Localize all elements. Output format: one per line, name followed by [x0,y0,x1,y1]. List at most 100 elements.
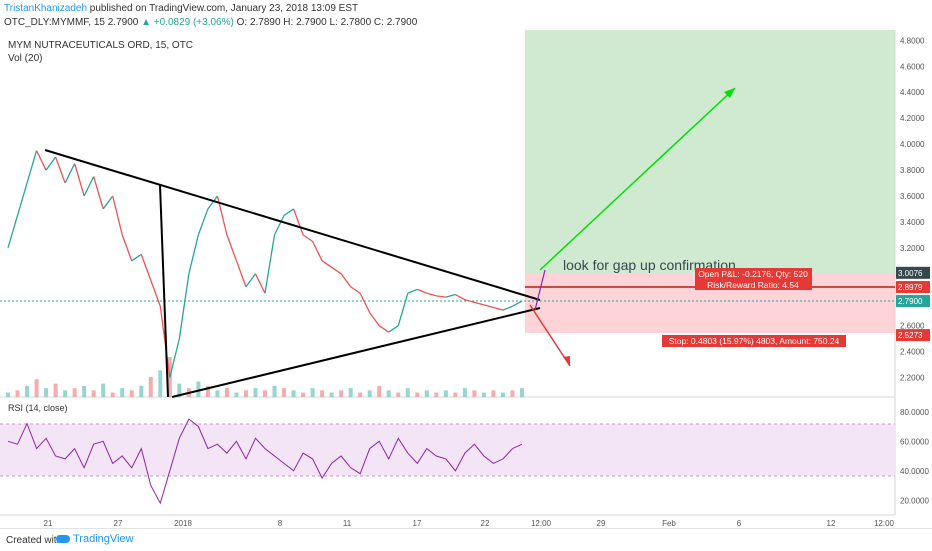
volume-bar-40 [386,390,391,397]
price-tag-box-0 [896,266,930,279]
y-tick-label-8: 3.2000 [900,244,925,253]
tradingview-logo[interactable]: TradingView [56,533,134,545]
volume-bar-45 [434,392,439,397]
price-segment-50 [474,301,485,306]
ohlc-values: O: 2.7890 H: 2.7900 L: 2.7800 C: 2.7900 [236,17,418,28]
price-segment-47 [445,293,456,298]
footer: Created with TradingView [0,528,932,551]
price-segment-52 [493,306,504,311]
volume-bar-37 [358,392,363,397]
stop-box[interactable] [662,335,846,347]
volume-bar-21 [205,385,210,397]
volume-bar-13 [129,390,134,397]
x-tick-label-7: 12:00 [531,519,552,528]
volume-bar-36 [348,388,353,397]
price-segment-28 [264,234,276,294]
volume-bar-51 [491,390,496,397]
volume-bar-31 [301,392,306,397]
target-arrow-line[interactable] [539,87,736,271]
price-segment-34 [321,260,332,268]
rsi-axis[interactable]: 80.0000 60.0000 40.0000 20.0000 [900,408,929,506]
x-tick-label-2: 2018 [174,519,192,528]
profit-zone[interactable] [525,30,895,273]
author-link[interactable]: TristanKhanizadeh [4,3,88,14]
volume-bar-52 [500,392,505,397]
volume-bar-14 [139,385,144,397]
volume-bar-9 [91,390,96,397]
volume-bar-3 [34,379,39,397]
time-axis[interactable]: 21 27 2018 8 11 17 22 12:00 29 Feb 6 12 12:00 [44,519,895,528]
price-segment-27 [254,273,266,294]
volume-bar-46 [443,390,448,397]
y-tick-label-6: 3.6000 [900,192,925,201]
target-arrowhead [724,88,735,98]
volume-bar-15 [148,377,153,397]
price-segment-45 [426,292,437,297]
chart-header: TristanKhanizadeh published on TradingVi… [0,0,932,30]
price-segment-12 [112,195,123,236]
volume-bar-38 [367,390,372,397]
rsi-tick-label-0: 80.0000 [900,408,929,417]
legend-title: MYM NUTRACEUTICALS ORD, 15, OTC [8,40,193,51]
volume-bar-10 [101,383,106,397]
price-series[interactable] [7,150,523,378]
price-tag-box-3 [896,329,930,342]
volume-bar-11 [110,392,115,397]
x-tick-label-1: 27 [114,519,123,528]
publication-line: TristanKhanizadeh published on TradingVi… [4,3,358,14]
gap-up-annotation[interactable]: look for gap up confirmation [563,257,736,273]
price-segment-54 [512,300,523,307]
price-change: ▲ +0.0829 (+3.06%) [141,17,234,28]
lower-trendline[interactable] [171,307,541,398]
volume-bar-12 [120,388,125,397]
volume-bar-20 [196,381,201,397]
volume-bar-29 [282,388,287,397]
price-segment-5 [45,156,57,171]
price-segment-25 [235,260,247,287]
volume-bar-28 [272,385,277,397]
volume-bar-8 [82,385,87,397]
volume-bar-18 [177,383,182,397]
volume-bar-53 [510,390,515,397]
open-pnl-box[interactable] [695,268,812,279]
price-segment-16 [150,280,161,307]
upper-trendline[interactable] [44,149,541,301]
price-segment-15 [140,254,152,281]
price-segment-6 [54,156,66,184]
rsi-tick-label-3: 20.0000 [900,496,929,505]
x-tick-label-3: 8 [278,519,283,528]
price-segment-29 [273,215,285,236]
risk-reward-box[interactable] [695,279,812,290]
price-segment-46 [436,295,446,298]
price-segment-3 [26,150,38,184]
volume-bar-16 [158,370,163,397]
volume-bar-54 [520,388,524,397]
volume-bar-25 [243,390,248,397]
volume-bar-6 [63,390,68,397]
volume-bar-44 [424,390,429,397]
price-segment-30 [283,208,294,216]
price-segment-13 [121,234,133,262]
y-tick-label-5: 3.8000 [900,166,925,175]
y-tick-label-3: 4.2000 [900,114,925,123]
volume-bar-48 [462,388,467,397]
volume-bar-26 [253,388,258,397]
price-segment-39 [369,312,380,327]
volume-bar-2 [25,385,30,397]
rsi-line [7,418,523,505]
price-segment-44 [417,288,428,294]
chart-area[interactable]: MYM NUTRACEUTICALS ORD, 15, OTC Vol (20)… [0,30,932,533]
price-segment-1 [7,215,19,249]
open-pnl-label: Open P&L: -0.2176, Qty: 520 [698,269,808,279]
price-chart[interactable]: MYM NUTRACEUTICALS ORD, 15, OTC Vol (20)… [0,30,932,528]
price-segment-7 [64,163,76,184]
y-tick-label-2: 4.4000 [900,88,925,97]
stop-arrow-line[interactable] [529,304,571,367]
symbol-ohlc-line: OTC_DLY:MYMMF, 15 2.7900 ▲ +0.0829 (+3.0… [4,17,417,28]
y-tick-label-12: 2.4000 [900,348,925,357]
volume-bar-35 [339,390,344,397]
rsi-series[interactable] [7,418,523,505]
pennant-pole-line[interactable] [159,184,169,398]
price-segment-53 [502,305,513,311]
price-segment-26 [245,273,257,288]
